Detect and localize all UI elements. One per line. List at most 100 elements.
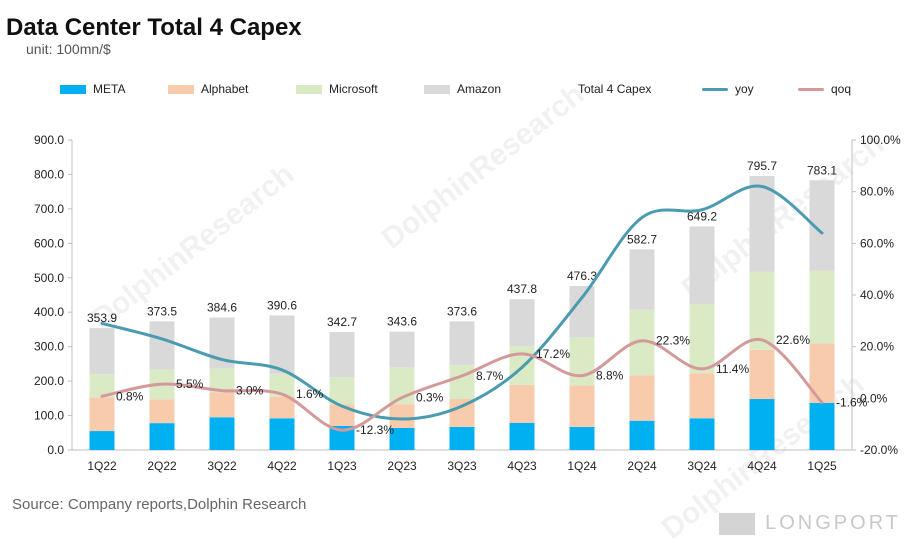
y-right-tick-label: 80.0% [860, 185, 894, 199]
capex-chart: 0.0 100.0 200.0 300.0 400.0 500.0 600.0 700.0 80… [34, 133, 901, 473]
line-series-yoy [100, 184, 824, 421]
bar-alphabet [629, 375, 655, 421]
bar-meta [89, 431, 115, 450]
qoq-data-label: 17.2% [536, 347, 570, 361]
bar-meta [689, 418, 715, 450]
bar-alphabet [749, 349, 775, 400]
bar-microsoft [329, 377, 355, 405]
bar-amazon [629, 249, 655, 310]
qoq-data-label: -12.3% [356, 423, 394, 437]
legend-swatch-microsoft [296, 84, 322, 94]
y-left-tick-label: 900.0 [34, 133, 64, 147]
x-tick-label: 4Q23 [507, 459, 537, 473]
bar-microsoft [209, 368, 235, 393]
x-tick-label: 2Q24 [627, 459, 657, 473]
qoq-data-label: -1.6% [836, 395, 868, 409]
bar-microsoft [569, 337, 595, 386]
bar-microsoft [749, 271, 775, 350]
legend-item-alphabet: Alphabet [168, 80, 248, 98]
bar-amazon [149, 321, 175, 370]
qoq-data-label: 8.7% [476, 369, 504, 383]
qoq-data-label: 5.5% [176, 377, 204, 391]
legend-swatch-meta [60, 84, 86, 94]
line-series-qoq [100, 337, 824, 432]
legend-label-total: Total 4 Capex [578, 82, 652, 96]
bar-alphabet [689, 373, 715, 419]
qoq-data-label: 3.0% [236, 384, 264, 398]
legend-item-total: Total 4 Capex [578, 80, 651, 98]
logo-mark-icon [719, 512, 756, 535]
total-data-label: 373.5 [147, 304, 177, 318]
bar-microsoft [689, 304, 715, 374]
bar-amazon [689, 226, 715, 305]
legend-label-meta: META [93, 82, 126, 96]
bar-microsoft [269, 373, 295, 397]
legend-item-qoq: qoq [798, 80, 851, 98]
total-data-label: 476.3 [567, 269, 597, 283]
qoq-data-label: 1.6% [296, 387, 324, 401]
legend-item-microsoft: Microsoft [296, 80, 378, 98]
qoq-data-label: 11.4% [716, 362, 749, 376]
bar-meta [809, 402, 835, 450]
y-right-tick-label: -20.0% [860, 443, 898, 457]
y-left-tick-label: 600.0 [34, 236, 64, 250]
bar-microsoft [449, 364, 475, 400]
y-left-tick-label: 800.0 [34, 167, 64, 181]
bar-meta [389, 427, 415, 450]
bar-amazon [269, 315, 295, 374]
bar-amazon [509, 299, 535, 347]
y-right-tick-label: 40.0% [860, 288, 894, 302]
bar-amazon [449, 321, 475, 365]
y-right-tick-label: 60.0% [860, 236, 894, 250]
legend-item-meta: META [60, 80, 125, 98]
y-left-tick-label: 300.0 [34, 340, 64, 354]
x-tick-label: 2Q22 [147, 459, 177, 473]
qoq-data-label: 0.8% [116, 389, 144, 403]
total-data-label: 649.2 [687, 209, 717, 223]
bar-meta [629, 420, 655, 450]
legend-line-qoq [798, 87, 824, 91]
qoq-data-label: 22.3% [656, 334, 690, 348]
bar-amazon [329, 331, 355, 378]
legend-label-yoy: yoy [735, 82, 754, 96]
x-tick-label: 3Q24 [687, 459, 717, 473]
x-tick-label: 1Q23 [327, 459, 357, 473]
bar-meta [269, 418, 295, 450]
bar-alphabet [89, 397, 115, 432]
legend-swatch-alphabet [168, 84, 194, 94]
total-data-label: 353.9 [87, 311, 117, 325]
bar-microsoft [809, 270, 835, 344]
bar-alphabet [149, 399, 175, 424]
y-left-tick-label: 200.0 [34, 374, 64, 388]
y-right-tick-label: 0.0% [860, 391, 888, 405]
bar-alphabet [509, 384, 535, 423]
bar-amazon [389, 331, 415, 368]
total-data-label: 384.6 [207, 301, 237, 315]
x-tick-label: 4Q22 [267, 459, 297, 473]
y-right-tick-label: 20.0% [860, 340, 894, 354]
bar-alphabet [569, 385, 595, 427]
total-data-label: 373.6 [447, 304, 477, 318]
total-data-label: 342.7 [327, 315, 357, 329]
x-tick-label: 2Q23 [387, 459, 417, 473]
legend-label-qoq: qoq [831, 82, 852, 96]
x-tick-label: 3Q22 [207, 459, 237, 473]
bar-alphabet [389, 404, 415, 428]
logo-text: LONGPORT [765, 512, 901, 534]
bar-alphabet [209, 392, 235, 418]
total-data-label: 343.6 [387, 315, 417, 329]
x-tick-label: 1Q25 [807, 459, 837, 473]
y-left-tick-label: 100.0 [34, 409, 64, 423]
bar-amazon [89, 328, 115, 375]
legend-swatch-amazon [424, 84, 450, 94]
legend-item-amazon: Amazon [424, 80, 501, 98]
chart-title: Data Center Total 4 Capex [6, 14, 302, 41]
bar-meta [509, 422, 535, 450]
legend-label-alphabet: Alphabet [201, 82, 249, 96]
bar-alphabet [269, 396, 295, 419]
bar-meta [749, 399, 775, 450]
y-right-tick-label: 100.0% [860, 133, 901, 147]
x-tick-label: 1Q22 [87, 459, 117, 473]
total-data-label: 437.8 [507, 282, 537, 296]
bar-meta [449, 426, 475, 450]
